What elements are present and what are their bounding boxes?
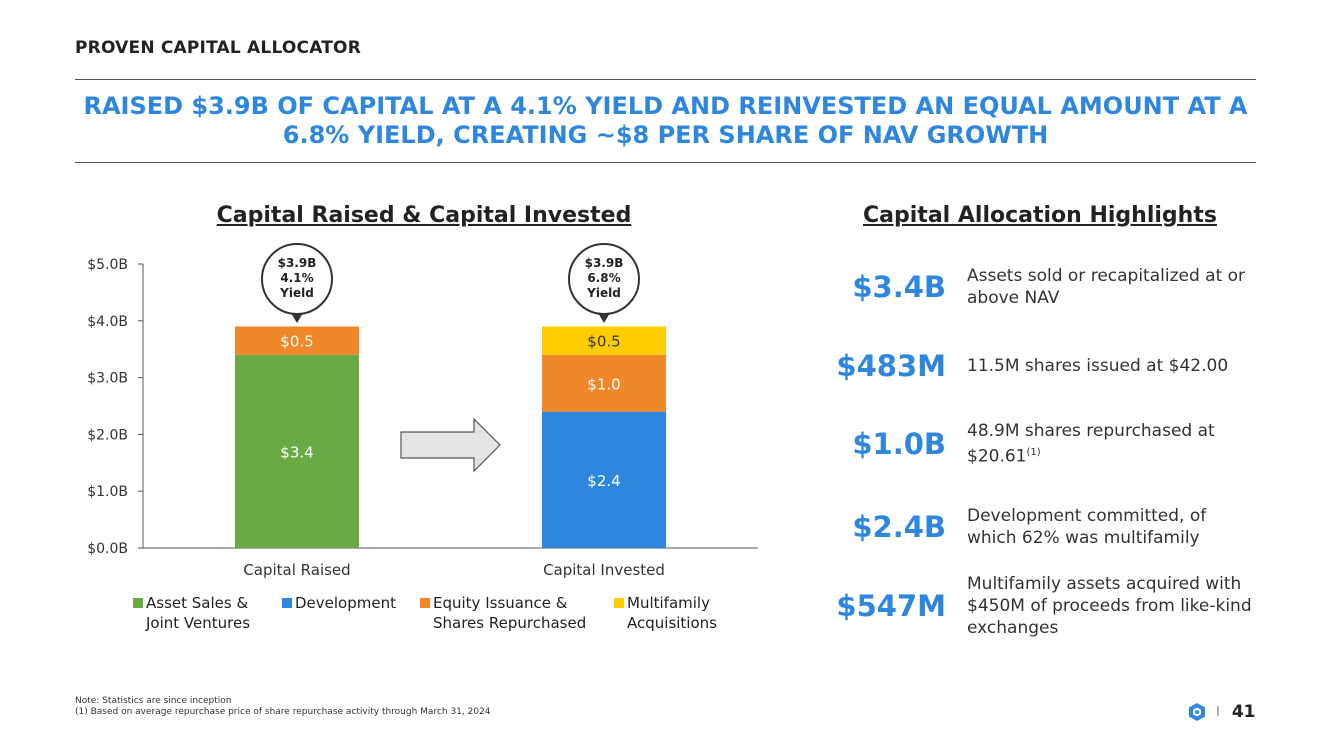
y-tick-label: $5.0B	[87, 257, 128, 273]
bar-data-label: $2.4	[587, 472, 620, 490]
y-tick-label: $1.0B	[87, 484, 128, 500]
bar-segment	[235, 326, 359, 355]
callout-pointer	[291, 313, 303, 323]
x-tick-label: Capital Raised	[243, 561, 350, 579]
highlight-desc: Development committed, of which 62% was …	[967, 497, 1257, 557]
legend-item-asset-sales: Asset Sales & Joint Ventures	[133, 593, 250, 633]
bar-segment	[542, 411, 666, 548]
y-tick-label: $4.0B	[87, 314, 128, 330]
highlight-desc: Assets sold or recapitalized at or above…	[967, 257, 1257, 317]
legend-label: Equity Issuance &	[433, 594, 568, 612]
legend-label-line2: Shares Repurchased	[433, 614, 587, 632]
highlight-value: $2.4B	[852, 510, 946, 544]
callout-text: $3.9B	[585, 256, 624, 270]
legend-swatch-yellow	[614, 598, 624, 608]
highlight-desc-text: Assets sold or recapitalized at or above…	[967, 266, 1246, 308]
bar-data-label: $1.0	[587, 375, 620, 393]
highlight-item: $3.4B Assets sold or recapitalized at or…	[820, 257, 1260, 317]
highlight-desc: 48.9M shares repurchased at $20.61(1)	[967, 414, 1257, 474]
callout-text: 6.8%	[587, 271, 620, 285]
legend-label-line2: Joint Ventures	[146, 614, 251, 632]
chart-title: Capital Raised & Capital Invested	[216, 203, 632, 228]
page-number: 41	[1231, 702, 1256, 722]
highlight-desc-main: 48.9M shares repurchased at $20.61	[967, 421, 1215, 467]
highlight-item: $2.4B Development committed, of which 62…	[820, 497, 1260, 557]
footnote-1: (1) Based on average repurchase price of…	[75, 707, 491, 717]
legend-swatch-blue	[282, 598, 292, 608]
page-number-block: I 41	[1188, 702, 1256, 722]
headline-line-1: RAISED $3.9B OF CAPITAL AT A 4.1% YIELD …	[83, 92, 1248, 120]
highlight-value: $547M	[836, 589, 946, 623]
bar-data-label: $0.5	[587, 333, 620, 351]
highlight-item: $547M Multifamily assets acquired with $…	[820, 574, 1260, 638]
highlight-value: $3.4B	[852, 270, 946, 304]
arrow-right-icon	[400, 417, 501, 473]
callout-text: $3.9B	[278, 256, 317, 270]
footnotes: Note: Statistics are since inception (1)…	[75, 696, 491, 718]
bar-data-label: $0.5	[280, 333, 313, 351]
highlight-desc: 11.5M shares issued at $42.00	[967, 336, 1257, 396]
legend-label-line2: Acquisitions	[627, 614, 717, 632]
legend-swatch-orange	[420, 598, 430, 608]
highlights-title: Capital Allocation Highlights	[863, 203, 1217, 228]
legend-label: Asset Sales &	[146, 594, 249, 612]
bar-data-label: $3.4	[280, 443, 313, 461]
highlight-value: $1.0B	[852, 427, 946, 461]
legend-swatch-green	[133, 598, 143, 608]
company-logo-icon	[1189, 703, 1205, 721]
callout-text: Yield	[279, 286, 314, 300]
footnote-note: Note: Statistics are since inception	[75, 696, 232, 706]
y-tick-label: $0.0B	[87, 541, 128, 557]
highlight-desc: Multifamily assets acquired with $450M o…	[967, 574, 1257, 638]
headline-divider	[75, 162, 1256, 163]
page-separator: I	[1216, 704, 1220, 720]
highlight-desc-text: Multifamily assets acquired with $450M o…	[967, 574, 1252, 638]
callout-text: Yield	[586, 286, 621, 300]
legend-label: Development	[295, 594, 396, 612]
legend-item-equity-issuance: Equity Issuance & Shares Repurchased	[420, 593, 586, 633]
y-tick-label: $2.0B	[87, 427, 128, 443]
bar-segment	[542, 326, 666, 355]
legend-label: Multifamily	[627, 594, 710, 612]
headline: RAISED $3.9B OF CAPITAL AT A 4.1% YIELD …	[75, 92, 1256, 150]
x-tick-label: Capital Invested	[543, 561, 665, 579]
callout-text: 4.1%	[280, 271, 313, 285]
highlight-desc-text: Development committed, of which 62% was …	[967, 506, 1207, 548]
legend-item-multifamily: Multifamily Acquisitions	[614, 593, 717, 633]
highlight-item: $1.0B 48.9M shares repurchased at $20.61…	[820, 414, 1260, 474]
headline-line-2: 6.8% YIELD, CREATING ~$8 PER SHARE OF NA…	[282, 121, 1049, 149]
callout-pointer	[598, 313, 610, 323]
highlight-desc-text: 48.9M shares repurchased at $20.61(1)	[967, 420, 1257, 468]
highlight-desc-text: 11.5M shares issued at $42.00	[967, 356, 1229, 376]
highlight-value: $483M	[836, 349, 946, 383]
legend-item-development: Development	[282, 593, 396, 613]
y-tick-label: $3.0B	[87, 371, 128, 387]
bar-segment	[235, 354, 359, 548]
section-label: PROVEN CAPITAL ALLOCATOR	[75, 38, 361, 58]
stacked-bar-chart: $0.0B $1.0B $2.0B $3.0B $4.0B $5.0B $3.4 $0.5 Ca…	[87, 243, 758, 579]
footnote-marker: (1)	[1026, 447, 1041, 459]
bar-segment	[542, 354, 666, 412]
highlight-item: $483M 11.5M shares issued at $42.00	[820, 336, 1260, 396]
top-divider	[75, 79, 1256, 80]
